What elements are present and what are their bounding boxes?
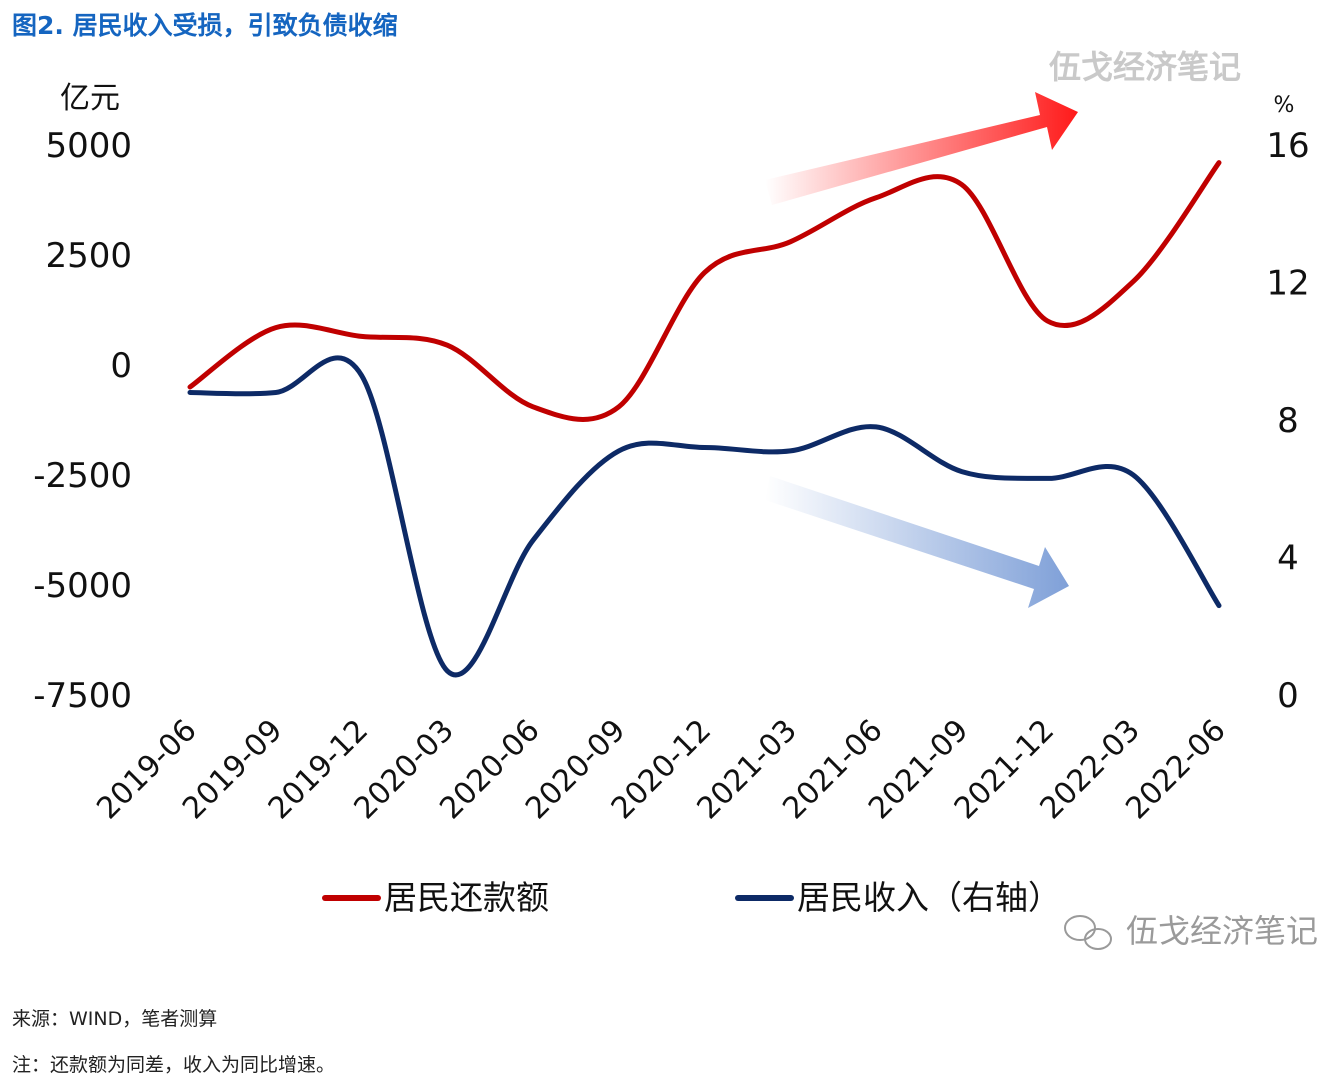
left-tick-label: -5000: [33, 566, 132, 606]
trend-down-arrow: [765, 476, 1069, 608]
legend-label-income: 居民收入（右轴）: [797, 878, 1061, 917]
wechat-icon: [1064, 915, 1112, 950]
left-tick-label: 5000: [45, 126, 132, 166]
right-tick-label: 4: [1277, 539, 1299, 579]
left-tick-label: 0: [110, 346, 132, 386]
left-tick-label: -7500: [33, 676, 132, 716]
left-tick-label: -2500: [33, 456, 132, 496]
watermark-top: 伍戈经济笔记: [1049, 48, 1241, 86]
legend-label-repayment: 居民还款额: [384, 878, 549, 917]
wechat-watermark: 伍戈经济笔记: [1064, 912, 1318, 950]
trend-up-arrow: [765, 92, 1078, 205]
wechat-watermark-text: 伍戈经济笔记: [1126, 912, 1318, 950]
figure-title: 图2. 居民收入受损，引致负债收缩: [12, 11, 398, 40]
right-tick-label: 16: [1266, 126, 1309, 166]
right-tick-label: 12: [1266, 264, 1309, 304]
footnote: 注：还款额为同差，收入为同比增速。: [12, 1054, 336, 1076]
series-line-income: [187, 355, 1222, 678]
right-axis-ticks: 16 12 8 4 0: [1266, 126, 1309, 716]
legend: 居民还款额 居民收入（右轴）: [322, 878, 1061, 917]
source-note: 来源：WIND，笔者测算: [12, 1008, 218, 1030]
left-axis-ticks: 5000 2500 0 -2500 -5000 -7500: [33, 126, 132, 716]
left-axis-unit: 亿元: [60, 81, 120, 116]
right-tick-label: 0: [1277, 676, 1299, 716]
x-axis-ticks: 2019-062019-092019-122020-032020-062020-…: [90, 713, 1232, 826]
right-axis-unit: %: [1274, 93, 1295, 118]
series-lines: [187, 160, 1222, 678]
series-line-repayment: [187, 160, 1222, 422]
right-tick-label: 8: [1277, 401, 1299, 441]
left-tick-label: 2500: [45, 236, 132, 276]
